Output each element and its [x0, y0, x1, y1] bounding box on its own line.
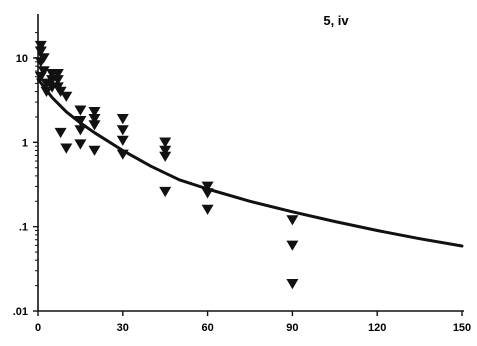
- data-point: [116, 135, 129, 146]
- data-point: [159, 151, 172, 162]
- data-point: [34, 46, 47, 57]
- data-point: [60, 143, 73, 154]
- x-tick-label: 150: [453, 322, 471, 334]
- data-point: [34, 40, 47, 52]
- axis-ticks: 0 30 60 90 120 150 10 1 .1 .01: [13, 32, 471, 334]
- data-point: [88, 114, 101, 125]
- data-point: [116, 114, 129, 125]
- x-tick-label: 90: [286, 322, 298, 334]
- x-tick-label: 60: [201, 322, 213, 334]
- data-point: [159, 145, 172, 156]
- data-point: [60, 91, 73, 102]
- fit-curve: [36, 77, 464, 248]
- data-point: [37, 66, 50, 77]
- y-tick-label: .1: [19, 222, 28, 234]
- x-tick-label: 120: [368, 322, 386, 334]
- fit-curve-layer: [36, 77, 464, 248]
- data-point: [74, 125, 87, 136]
- data-point: [201, 181, 214, 192]
- y-tick-label: 1: [22, 137, 28, 149]
- data-point: [88, 107, 101, 118]
- data-point: [40, 86, 53, 97]
- data-point: [74, 116, 87, 127]
- data-points: [34, 40, 299, 290]
- axes: [37, 14, 464, 312]
- y-tick-label: .01: [13, 306, 28, 318]
- data-point: [286, 279, 299, 290]
- x-tick-label: 30: [117, 322, 129, 334]
- data-point: [159, 137, 172, 148]
- data-point: [54, 127, 67, 139]
- data-point: [37, 53, 50, 64]
- data-point: [74, 139, 87, 150]
- data-point: [40, 78, 53, 89]
- y-tick-label: 10: [16, 53, 28, 65]
- data-point: [74, 105, 87, 116]
- data-point: [51, 69, 64, 80]
- x-tick-label: 0: [35, 322, 41, 334]
- data-point: [159, 186, 172, 198]
- data-point: [116, 149, 129, 160]
- data-point: [201, 204, 214, 215]
- data-point: [286, 215, 299, 226]
- data-point: [51, 75, 64, 86]
- chart-annotation: 5, iv: [323, 13, 349, 28]
- data-point: [88, 145, 101, 156]
- data-point: [286, 240, 299, 251]
- data-point: [201, 188, 214, 199]
- data-point: [116, 125, 129, 136]
- data-point: [88, 120, 101, 131]
